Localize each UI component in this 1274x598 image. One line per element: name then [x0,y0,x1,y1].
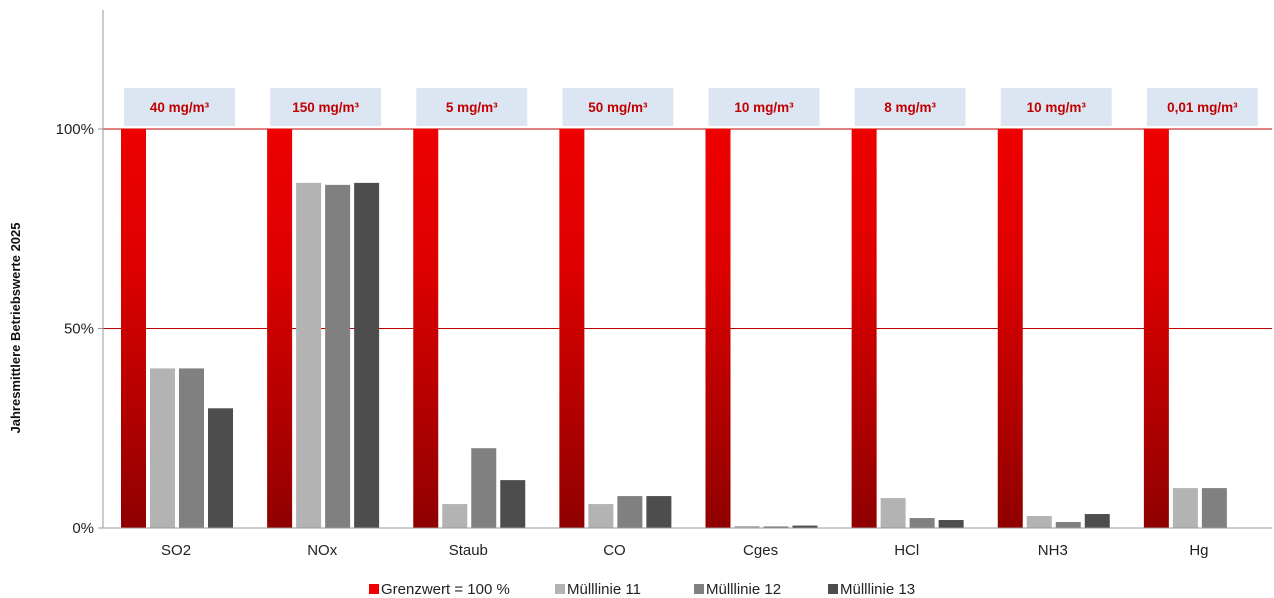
limit-label: 40 mg/m³ [150,100,210,115]
legend-swatch [369,584,379,594]
legend-label: Mülllinie 13 [840,581,915,598]
bar-muelllinie-13-co [646,496,672,528]
legend-swatch [555,584,565,594]
category-label: NOx [307,542,338,559]
bar-muelllinie-13-so2 [208,408,233,528]
bar-muelllinie-12-co [617,496,643,528]
bar-muelllinie-11-cges [734,526,760,528]
legend-label: Grenzwert = 100 % [381,581,510,598]
category-label: NH3 [1038,542,1068,559]
bar-muelllinie-13-nox [354,182,380,529]
bar-muelllinie-13-cges [792,525,818,528]
category-label: SO2 [161,542,191,559]
limit-label-box [854,88,966,126]
bar-muelllinie-11-hcl [880,498,906,528]
limit-label-box [562,88,674,126]
bar-grenzwert-nox [267,129,293,528]
bar-muelllinie-12-nox [325,184,351,529]
limit-label-box [416,88,528,126]
limit-label: 50 mg/m³ [588,100,648,115]
bar-muelllinie-12-hcl [909,518,935,528]
limit-label: 8 mg/m³ [884,100,936,115]
legend-swatch [828,584,838,594]
bar-grenzwert-staub [413,129,439,528]
category-label: Hg [1189,542,1208,559]
legend-swatch [694,584,704,594]
limit-label-box [124,88,235,126]
limit-label: 5 mg/m³ [446,100,498,115]
bar-muelllinie-11-nox [296,182,322,529]
bar-muelllinie-12-staub [471,448,497,528]
bar-muelllinie-12-nh3 [1055,522,1081,528]
bars [121,129,1227,529]
bar-muelllinie-11-hg [1172,488,1198,528]
limit-label: 0,01 mg/m³ [1167,100,1238,115]
y-tick-label: 50% [64,321,94,338]
bar-grenzwert-hcl [851,129,877,528]
y-axis-label: Jahresmittlere Betriebswerte 2025 [8,222,23,433]
limit-label: 10 mg/m³ [1027,100,1087,115]
y-tick-label: 0% [72,520,94,537]
bar-muelllinie-12-so2 [179,368,204,528]
bar-muelllinie-11-staub [442,504,468,528]
bar-grenzwert-hg [1143,129,1169,528]
bar-grenzwert-nh3 [997,129,1023,528]
bar-muelllinie-12-cges [763,526,789,528]
y-tick-label: 100% [56,121,94,138]
bar-muelllinie-13-hcl [938,520,964,528]
bar-muelllinie-11-nh3 [1026,516,1052,528]
category-label: HCl [894,542,919,559]
legend-label: Mülllinie 11 [567,581,641,598]
limit-label: 10 mg/m³ [734,100,794,115]
bar-grenzwert-cges [705,129,731,528]
limit-label-box [1000,88,1112,126]
limit-labels: 40 mg/m³ 150 mg/m³ 5 mg/m³ 50 mg/m³ 10 mg/m³… [124,88,1258,126]
bar-grenzwert-so2 [121,129,146,528]
bar-muelllinie-11-co [588,504,614,528]
limit-label-box [270,88,382,126]
category-label: CO [603,542,626,559]
limit-label-box [1146,88,1258,126]
axes: 0% 50% 100% SO2 NOx Staub CO Cges HCl NH3 Hg [56,10,1272,559]
bar-muelllinie-13-nh3 [1084,514,1110,528]
category-label: Cges [743,542,778,559]
limit-label: 150 mg/m³ [292,100,359,115]
bar-muelllinie-12-hg [1201,488,1227,528]
category-label: Staub [449,542,488,559]
bar-grenzwert-co [559,129,585,528]
bar-muelllinie-13-staub [500,480,526,528]
bar-muelllinie-11-so2 [150,368,175,528]
legend: Grenzwert = 100 % Mülllinie 11 Mülllinie 1… [369,581,915,598]
legend-label: Mülllinie 12 [706,581,781,598]
limit-label-box [708,88,820,126]
